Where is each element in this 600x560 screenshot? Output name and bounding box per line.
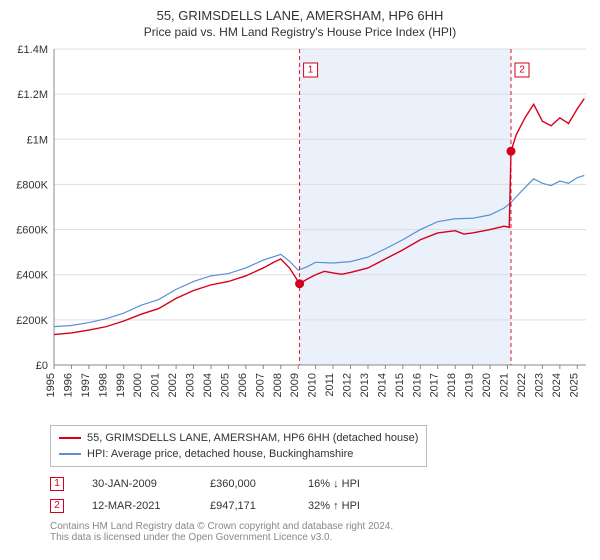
footer: Contains HM Land Registry data © Crown c…: [50, 521, 590, 543]
svg-text:1995: 1995: [45, 373, 57, 397]
legend-row-property: 55, GRIMSDELLS LANE, AMERSHAM, HP6 6HH (…: [59, 430, 418, 446]
sale-row: 2 12-MAR-2021 £947,171 32% ↑ HPI: [50, 495, 590, 517]
sales-list: 1 30-JAN-2009 £360,000 16% ↓ HPI 2 12-MA…: [50, 473, 590, 517]
svg-text:2012: 2012: [342, 373, 354, 397]
sale-marker-icon: 2: [50, 499, 64, 513]
svg-text:2024: 2024: [551, 373, 563, 397]
sale-price: £947,171: [210, 495, 280, 517]
sale-marker-icon: 1: [50, 477, 64, 491]
sale-price: £360,000: [210, 473, 280, 495]
svg-text:2021: 2021: [499, 373, 511, 397]
legend-row-hpi: HPI: Average price, detached house, Buck…: [59, 446, 418, 462]
svg-text:2001: 2001: [150, 373, 162, 397]
sale-diff: 32% ↑ HPI: [308, 495, 398, 517]
svg-text:1998: 1998: [97, 373, 109, 397]
svg-text:2009: 2009: [289, 373, 301, 397]
svg-text:2016: 2016: [411, 373, 423, 397]
svg-text:2007: 2007: [254, 373, 266, 397]
svg-text:1996: 1996: [62, 373, 74, 397]
sale-diff: 16% ↓ HPI: [308, 473, 398, 495]
legend: 55, GRIMSDELLS LANE, AMERSHAM, HP6 6HH (…: [50, 425, 427, 467]
chart-title-line2: Price paid vs. HM Land Registry's House …: [10, 25, 590, 39]
svg-text:2014: 2014: [376, 373, 388, 397]
svg-text:£600K: £600K: [16, 225, 48, 237]
svg-text:2017: 2017: [429, 373, 441, 397]
svg-text:2023: 2023: [533, 373, 545, 397]
svg-text:2019: 2019: [464, 373, 476, 397]
price-chart: £0 £200K £400K £600K £800K £1M £1.2M £1.4M 1995 1…: [10, 45, 590, 419]
svg-text:2: 2: [519, 65, 525, 76]
svg-text:2022: 2022: [516, 373, 528, 397]
chart-title-line1: 55, GRIMSDELLS LANE, AMERSHAM, HP6 6HH: [10, 8, 590, 23]
svg-text:2025: 2025: [568, 373, 580, 397]
svg-text:2003: 2003: [185, 373, 197, 397]
svg-text:£200K: £200K: [16, 315, 48, 327]
svg-text:2005: 2005: [219, 373, 231, 397]
svg-text:1: 1: [308, 65, 314, 76]
svg-text:2004: 2004: [202, 373, 214, 397]
svg-text:1997: 1997: [80, 373, 92, 397]
legend-swatch-property: [59, 437, 81, 439]
legend-swatch-hpi: [59, 453, 81, 455]
svg-text:£1.2M: £1.2M: [17, 89, 48, 101]
sale-date: 12-MAR-2021: [92, 495, 182, 517]
svg-text:1999: 1999: [115, 373, 127, 397]
svg-text:2011: 2011: [324, 373, 336, 397]
footer-line2: This data is licensed under the Open Gov…: [50, 532, 590, 543]
legend-label-hpi: HPI: Average price, detached house, Buck…: [87, 446, 353, 462]
svg-text:2010: 2010: [307, 373, 319, 397]
footer-line1: Contains HM Land Registry data © Crown c…: [50, 521, 590, 532]
svg-text:£0: £0: [36, 360, 48, 372]
svg-text:£1.4M: £1.4M: [17, 45, 48, 56]
svg-text:2008: 2008: [272, 373, 284, 397]
svg-text:£1M: £1M: [27, 134, 48, 146]
svg-text:2015: 2015: [394, 373, 406, 397]
svg-text:£800K: £800K: [16, 179, 48, 191]
svg-text:2018: 2018: [446, 373, 458, 397]
svg-text:2000: 2000: [132, 373, 144, 397]
svg-text:2002: 2002: [167, 373, 179, 397]
svg-text:2006: 2006: [237, 373, 249, 397]
sale-row: 1 30-JAN-2009 £360,000 16% ↓ HPI: [50, 473, 590, 495]
sale-date: 30-JAN-2009: [92, 473, 182, 495]
legend-label-property: 55, GRIMSDELLS LANE, AMERSHAM, HP6 6HH (…: [87, 430, 418, 446]
svg-text:2013: 2013: [359, 373, 371, 397]
svg-text:2020: 2020: [481, 373, 493, 397]
svg-text:£400K: £400K: [16, 270, 48, 282]
